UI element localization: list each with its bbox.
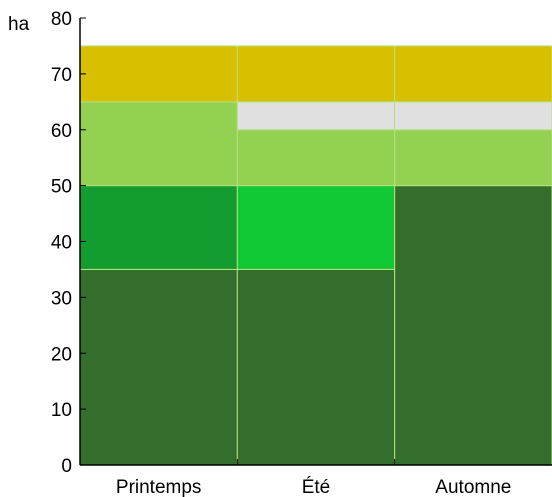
- bars-group: [79, 45, 552, 466]
- x-axis: Printemps Été Automne: [80, 459, 552, 497]
- bar-segment: [79, 268, 238, 466]
- bar-segment: [394, 129, 552, 187]
- bar-segment: [79, 101, 238, 187]
- bar-segment: [394, 45, 552, 103]
- y-tick-label: 30: [51, 288, 72, 309]
- bar-segment: [394, 101, 552, 131]
- x-tick-label: Automne: [435, 477, 511, 497]
- y-tick-label: 80: [51, 9, 72, 30]
- bar-segment: [236, 268, 396, 466]
- y-tick-label: 60: [51, 121, 72, 142]
- y-tick-label: 50: [51, 177, 72, 198]
- x-tick-label: Printemps: [116, 477, 202, 497]
- bar-segment: [236, 185, 396, 270]
- bar-segment: [236, 129, 396, 187]
- y-tick-label: 10: [51, 400, 72, 421]
- bar-segment: [394, 185, 552, 466]
- bar-segment: [236, 101, 396, 131]
- y-axis: 0 10 20 30 40 50 60 70 80: [51, 9, 86, 477]
- y-tick-label: 20: [51, 344, 72, 365]
- y-tick-label: 0: [61, 456, 72, 477]
- x-tick-label: Été: [302, 477, 331, 497]
- y-tick-label: 40: [51, 233, 72, 254]
- bar-segment: [79, 185, 238, 270]
- y-tick-label: 70: [51, 65, 72, 86]
- bar-segment: [236, 45, 396, 103]
- y-axis-unit-label: ha: [8, 14, 30, 35]
- bar-segment: [79, 45, 238, 103]
